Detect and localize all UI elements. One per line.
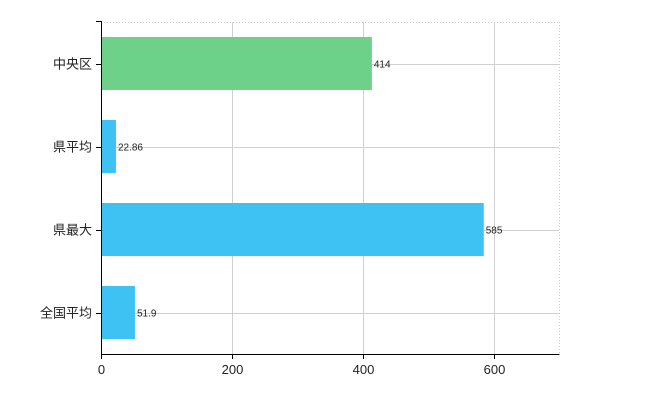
- data-label: 585: [486, 226, 503, 237]
- data-label: 22.86: [118, 143, 143, 154]
- x-tick-label: 0: [98, 362, 105, 377]
- bar: [102, 37, 372, 90]
- axes: [96, 21, 560, 359]
- bars: [102, 37, 484, 339]
- bar: [102, 286, 135, 339]
- data-label: 414: [374, 60, 391, 71]
- x-tick-label: 200: [222, 362, 244, 377]
- labels: 414 中央区 22.86 県平均 585 県最大 51.9 全国平均 0 200 400 600: [40, 58, 505, 378]
- category-label: 県平均: [53, 141, 92, 156]
- data-label: 51.9: [137, 309, 157, 320]
- x-tick-label: 400: [353, 362, 375, 377]
- x-tick-label: 600: [484, 362, 506, 377]
- bar: [102, 203, 484, 256]
- bar: [102, 120, 116, 173]
- category-label: 全国平均: [40, 306, 92, 322]
- category-label: 中央区: [53, 58, 92, 73]
- category-label: 県最大: [53, 224, 92, 239]
